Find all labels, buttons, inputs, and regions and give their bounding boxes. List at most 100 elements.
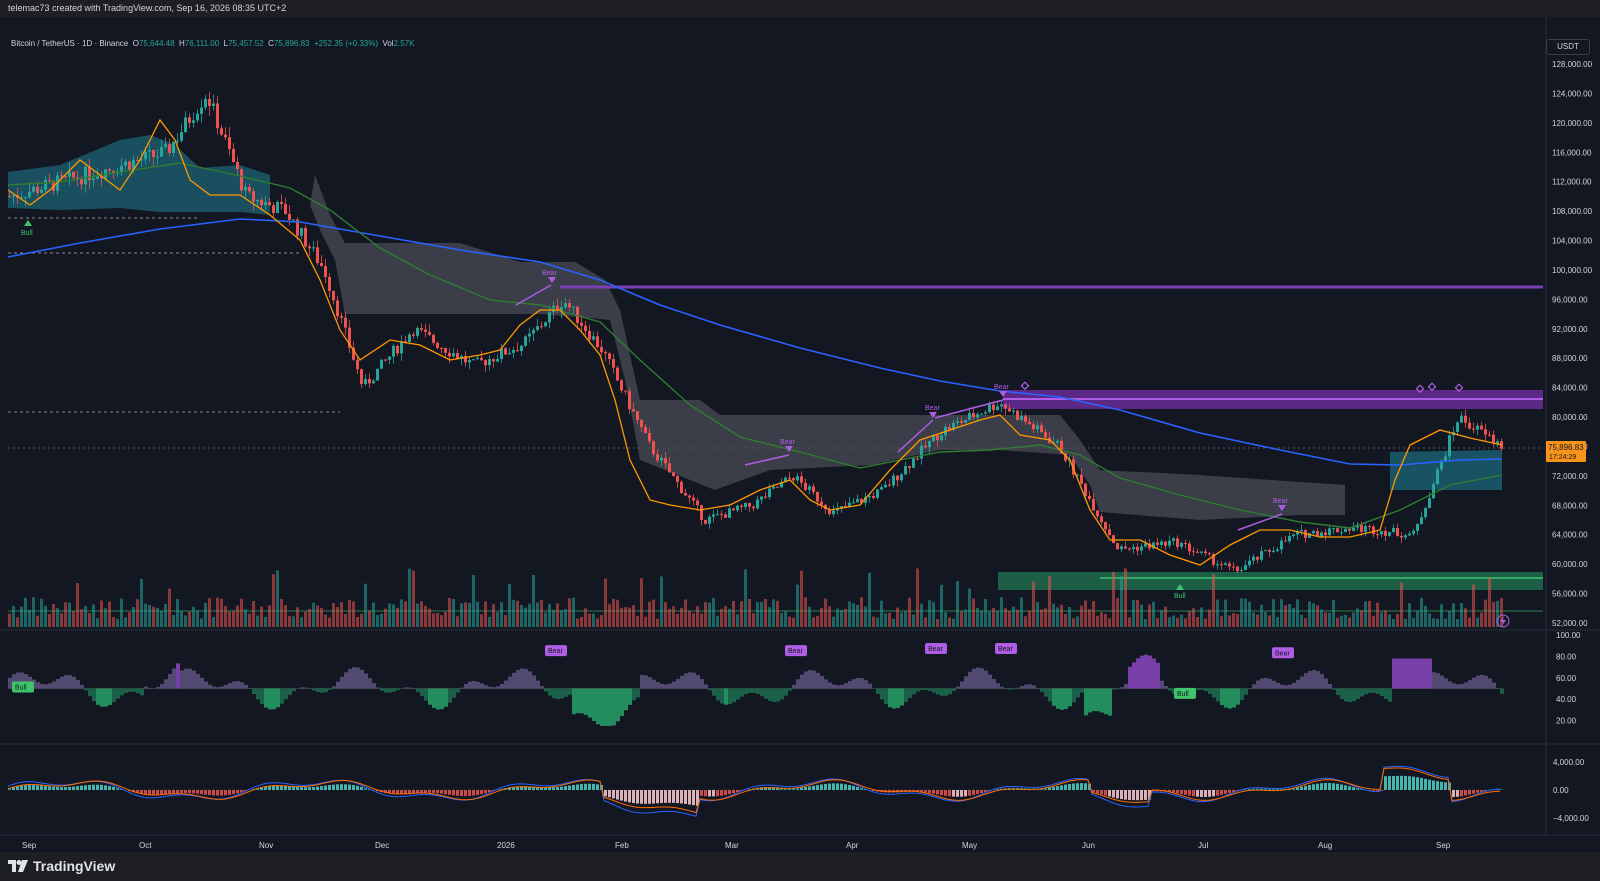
candle-body bbox=[1092, 498, 1095, 511]
candle-body bbox=[1192, 551, 1195, 553]
svg-text:Bear: Bear bbox=[780, 439, 795, 446]
volume-bar bbox=[1220, 616, 1223, 627]
candle-body bbox=[1388, 532, 1391, 536]
macd-histogram-bar bbox=[964, 790, 967, 797]
oscillator-area bbox=[468, 681, 472, 689]
macd-histogram-bar bbox=[1332, 783, 1335, 790]
volume-bar bbox=[208, 598, 211, 627]
oscillator-area bbox=[1136, 658, 1140, 689]
tradingview-logo-icon bbox=[8, 860, 28, 872]
oscillator-area bbox=[1012, 688, 1016, 690]
ma-green-line bbox=[7, 162, 1503, 529]
macd-histogram-bar bbox=[948, 790, 951, 797]
macd-histogram-bar bbox=[36, 785, 39, 790]
volume-bar bbox=[1316, 605, 1319, 627]
oscillator-area bbox=[868, 683, 872, 689]
macd-histogram-bar bbox=[524, 786, 527, 790]
volume-bar bbox=[1040, 609, 1043, 627]
candle-body bbox=[1316, 530, 1319, 537]
oscillator-area bbox=[84, 688, 88, 691]
price-tick-label: 84,000.00 bbox=[1552, 384, 1588, 393]
time-tick-label: Sep bbox=[22, 841, 37, 850]
macd-histogram-bar bbox=[228, 790, 231, 795]
oscillator-area bbox=[1448, 681, 1452, 689]
candle-body bbox=[1360, 524, 1363, 532]
volume-bar bbox=[664, 602, 667, 627]
oscillator-area bbox=[476, 681, 480, 689]
candle-body bbox=[1064, 453, 1067, 461]
candle-body bbox=[1332, 528, 1335, 530]
macd-histogram-bar bbox=[56, 786, 59, 790]
volume-bar bbox=[656, 618, 659, 627]
candle-body bbox=[204, 98, 207, 108]
label-box bbox=[1272, 647, 1294, 659]
candle-body bbox=[392, 345, 395, 357]
open-value: 75,644.48 bbox=[138, 39, 175, 48]
oscillator-area bbox=[108, 688, 112, 705]
volume-bar bbox=[1224, 599, 1227, 627]
oscillator-area bbox=[144, 686, 148, 689]
chart-area[interactable]: Bull Bear Bear Bear Bear Bear Bull 128,0… bbox=[0, 17, 1600, 852]
oscillator-area bbox=[448, 688, 452, 703]
candle-body bbox=[520, 345, 523, 352]
volume-bar bbox=[1432, 618, 1435, 627]
macd-histogram-bar bbox=[968, 790, 971, 796]
volume-bar bbox=[1324, 612, 1327, 627]
tradingview-logo[interactable]: TradingView bbox=[8, 858, 115, 874]
volume-bar bbox=[256, 615, 259, 627]
oscillator-area bbox=[172, 668, 176, 689]
candle-body bbox=[1272, 550, 1275, 552]
oscillator-area bbox=[56, 678, 60, 689]
macd-histogram-bar bbox=[444, 790, 447, 795]
volume-bar bbox=[688, 610, 691, 627]
oscillator-area bbox=[1020, 685, 1024, 689]
macd-histogram-bar bbox=[716, 790, 719, 797]
oscillator-area bbox=[24, 674, 28, 689]
volume-bar bbox=[156, 607, 159, 627]
candle-body bbox=[708, 516, 711, 524]
candle-body bbox=[412, 334, 415, 336]
brand-name: TradingView bbox=[33, 858, 116, 874]
candle-body bbox=[8, 196, 11, 198]
volume-bar bbox=[216, 597, 219, 627]
macd-histogram-bar bbox=[1236, 790, 1239, 791]
currency-button[interactable]: USDT bbox=[1546, 39, 1590, 55]
price-axis[interactable]: 128,000.00124,000.00120,000.00116,000.00… bbox=[1552, 60, 1593, 628]
time-axis[interactable]: Sep Oct Nov Dec 2026 Feb Mar Apr May Jun Jul Aug Sep bbox=[22, 841, 1451, 850]
macd-histogram-bar bbox=[1484, 790, 1487, 792]
macd-histogram-bar bbox=[872, 790, 875, 791]
volume-bar bbox=[536, 602, 539, 627]
volume-bar bbox=[720, 608, 723, 627]
oscillator-area bbox=[264, 688, 268, 708]
volume-bar bbox=[464, 602, 467, 627]
label-text: Bear bbox=[548, 648, 563, 655]
volume-bar bbox=[220, 598, 223, 627]
macd-histogram-bar bbox=[1204, 790, 1207, 797]
candle-body bbox=[208, 98, 211, 107]
lightning-icon[interactable] bbox=[1496, 614, 1510, 628]
volume-bar bbox=[252, 601, 255, 627]
macd-histogram-bar bbox=[1060, 785, 1063, 790]
macd-histogram-bar bbox=[100, 784, 103, 790]
candle-body bbox=[304, 228, 307, 247]
candle-body bbox=[420, 327, 423, 330]
chart-canvas[interactable]: Bull Bear Bear Bear Bear Bear Bull 128,0… bbox=[0, 17, 1600, 852]
oscillator-area bbox=[1412, 658, 1416, 689]
macd-histogram-bar bbox=[684, 790, 687, 804]
candle-body bbox=[284, 203, 287, 215]
candle-body bbox=[316, 247, 319, 264]
macd-pane[interactable] bbox=[7, 765, 1503, 817]
macd-histogram-bar bbox=[1292, 788, 1295, 790]
oscillator-area bbox=[736, 688, 740, 700]
candle-body bbox=[812, 486, 815, 492]
volume-bar bbox=[88, 613, 91, 627]
oscillator-area bbox=[808, 670, 812, 689]
oscillator-area bbox=[1324, 678, 1328, 689]
volume-bar bbox=[392, 604, 395, 627]
candle-body bbox=[860, 498, 863, 503]
macd-histogram-bar bbox=[584, 783, 587, 790]
candle-body bbox=[640, 419, 643, 428]
macd-histogram-bar bbox=[1108, 790, 1111, 797]
oscillator-area bbox=[928, 688, 932, 691]
